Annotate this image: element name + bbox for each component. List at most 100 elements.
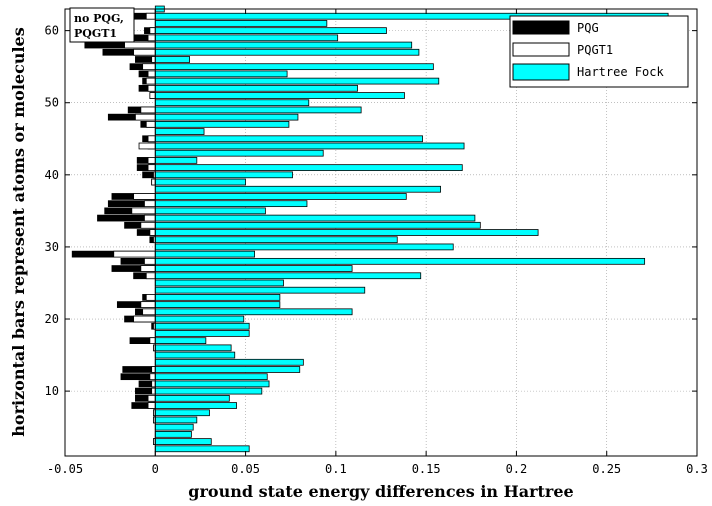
x-tick-label: -0.05 [47, 462, 83, 476]
legend: PQG PQGT1 Hartree Fock [509, 15, 689, 88]
y-tick-label: 40 [45, 168, 59, 182]
bar-pqgt1 [147, 402, 156, 409]
bar-hartree-fock [154, 178, 246, 186]
bar-hartree-fock [154, 257, 646, 265]
bar-hartree-fock [154, 265, 353, 272]
bar-hartree-fock [154, 56, 190, 63]
bar-pqgt1 [151, 380, 156, 388]
bar-hartree-fock [154, 322, 250, 330]
bar-hartree-fock [154, 272, 422, 280]
bar-hartree-fock [154, 185, 441, 193]
bar-hartree-fock [154, 431, 192, 438]
bar-hartree-fock [154, 214, 476, 222]
legend-swatch-pqg [512, 20, 570, 35]
y-tick-label: 60 [45, 24, 59, 38]
bar-pqgt1 [147, 157, 156, 164]
bar-hartree-fock [154, 358, 304, 366]
x-axis-label: ground state energy differences in Hartr… [188, 482, 573, 501]
bar-hartree-fock [154, 207, 266, 215]
bar-hartree-fock [154, 315, 245, 323]
bar-pqgt1 [144, 214, 156, 222]
bar-pqgt1 [140, 221, 156, 229]
bar-hartree-fock [154, 236, 398, 244]
bar-pqgt1 [147, 34, 156, 42]
legend-label-hartree-fock: Hartree Fock [577, 65, 664, 79]
bar-hartree-fock [154, 106, 362, 114]
bar-hartree-fock [154, 344, 232, 352]
bar-hartree-fock [154, 128, 205, 135]
bars-group [71, 5, 669, 456]
bar-hartree-fock [154, 41, 413, 49]
x-tick-label: 0.15 [412, 462, 441, 476]
bar-hartree-fock [154, 135, 423, 143]
bar-hartree-fock [154, 243, 454, 251]
bar-hartree-fock [154, 373, 268, 381]
bar-pqgt1 [147, 394, 156, 402]
bar-pqgt1 [145, 12, 156, 20]
annotation-box: no PQG, PQGT1 [69, 7, 135, 43]
bar-pqgt1 [147, 135, 156, 143]
bar-hartree-fock [154, 330, 250, 337]
bar-hartree-fock [154, 149, 324, 157]
bar-hartree-fock [154, 200, 308, 208]
bar-pqgt1 [145, 77, 156, 85]
bar-pqgt1 [140, 301, 156, 308]
bar-hartree-fock [154, 438, 212, 445]
bar-pqgt1 [140, 106, 156, 114]
bar-pqgt1 [149, 373, 156, 381]
bar-hartree-fock [154, 99, 310, 107]
bar-pqgt1 [151, 387, 156, 395]
bar-pqgt1 [142, 63, 156, 71]
bar-hartree-fock [154, 286, 366, 294]
legend-label-pqg: PQG [577, 21, 599, 35]
bar-hartree-fock [154, 294, 281, 301]
bar-hartree-fock [154, 27, 387, 34]
plot-frame [64, 8, 698, 457]
bar-hartree-fock [154, 229, 539, 236]
bar-hartree-fock [154, 308, 353, 316]
bar-pqgt1 [133, 48, 156, 56]
legend-label-pqgt1: PQGT1 [577, 43, 613, 57]
bar-pqgt1 [144, 257, 156, 265]
bar-pqgt1 [149, 229, 156, 236]
bar-hartree-fock [154, 171, 293, 179]
legend-swatch-pqgt1 [512, 42, 570, 57]
legend-swatch-hartree-fock [512, 63, 570, 81]
x-tick-label: 0 [152, 462, 159, 476]
bar-hartree-fock [154, 157, 198, 164]
bar-pqgt1 [147, 84, 156, 92]
bar-hartree-fock [154, 337, 207, 345]
bar-pqg [122, 366, 156, 373]
annotation-line-2: PQGT1 [74, 27, 117, 40]
bar-pqgt1 [151, 366, 156, 373]
y-axis-ticks: 10 20 30 40 50 60 [45, 24, 697, 398]
bar-hartree-fock [154, 250, 256, 258]
bar-pqgt1 [145, 272, 156, 280]
bar-pqgt1 [147, 164, 156, 171]
bar-pqgt1 [140, 265, 156, 272]
bar-hartree-fock [154, 142, 465, 150]
bar-pqgt1 [149, 27, 156, 34]
bar-hartree-fock [154, 409, 210, 417]
bar-hartree-fock [154, 164, 463, 171]
x-axis-ticks: -0.05 0 0.05 0.1 0.15 0.2 0.25 0.3 [47, 9, 708, 476]
bar-hartree-fock [154, 120, 290, 128]
bar-hartree-fock [154, 48, 420, 56]
bar-pqgt1 [151, 56, 156, 63]
bar-pqgt1 [124, 41, 156, 49]
bar-pqgt1 [151, 178, 156, 186]
y-axis-label: horizontal bars represent atoms or molec… [9, 27, 28, 436]
bar-hartree-fock [154, 221, 481, 229]
y-tick-label: 20 [45, 312, 59, 326]
bar-hartree-fock [154, 193, 407, 200]
y-tick-label: 30 [45, 240, 59, 254]
bar-pqgt1 [149, 337, 156, 345]
bar-hartree-fock [154, 63, 434, 71]
bar-hartree-fock [154, 416, 198, 424]
x-tick-label: 0.05 [231, 462, 260, 476]
bar-pqgt1 [142, 308, 156, 316]
bar-hartree-fock [154, 394, 230, 402]
x-tick-label: 0.2 [506, 462, 528, 476]
bar-pqgt1 [145, 294, 156, 301]
